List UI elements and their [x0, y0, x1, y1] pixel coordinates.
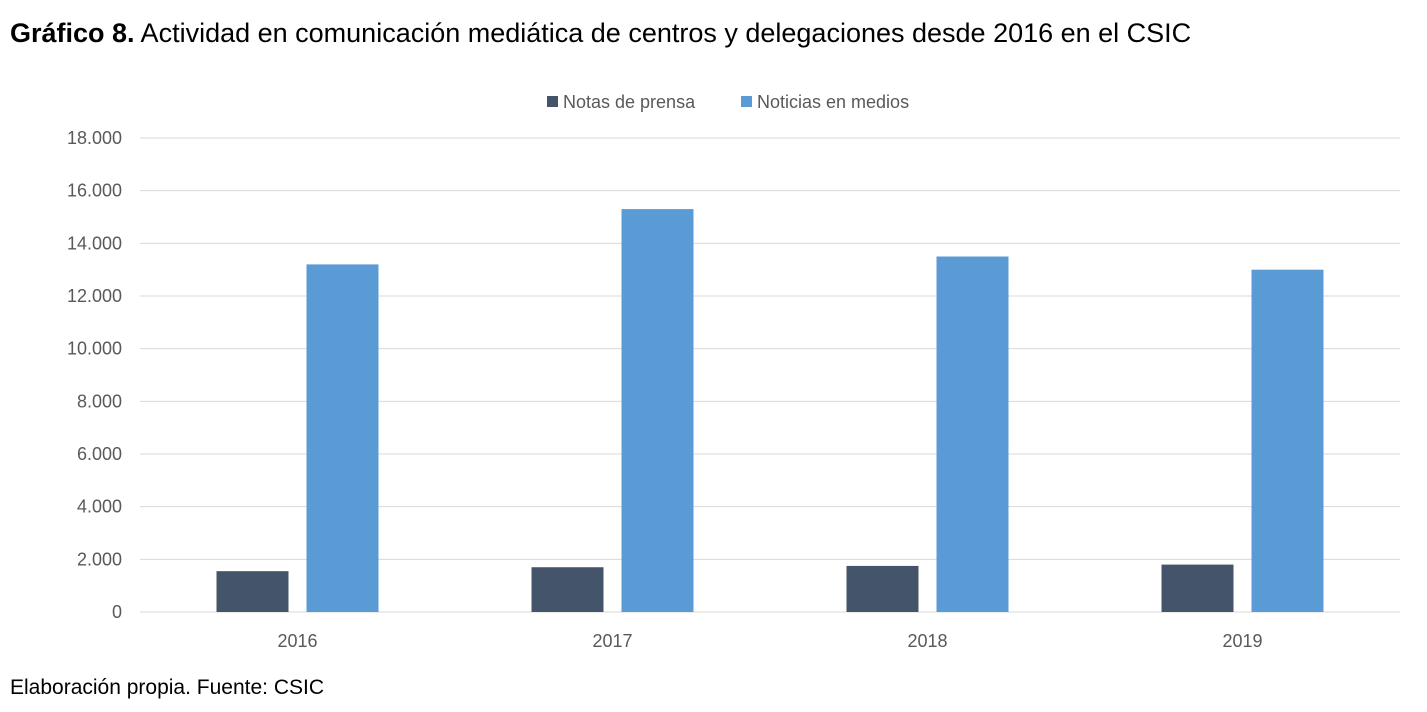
- y-tick-label: 16.000: [67, 181, 122, 201]
- bar-noticias-en-medios: [936, 256, 1009, 612]
- bar-notas-de-prensa: [846, 565, 919, 612]
- x-tick-label: 2017: [592, 631, 632, 651]
- x-tick-label: 2019: [1222, 631, 1262, 651]
- y-tick-label: 2.000: [77, 549, 122, 569]
- source-note: Elaboración propia. Fuente: CSIC: [10, 676, 325, 699]
- bar-notas-de-prensa: [216, 571, 289, 612]
- bar-noticias-en-medios: [621, 209, 694, 612]
- chart-title: Gráfico 8. Actividad en comunicación med…: [10, 18, 1191, 49]
- bar-notas-de-prensa: [1161, 564, 1234, 612]
- y-tick-label: 18.000: [67, 128, 122, 148]
- legend-noticias-en-medios-label: Noticias en medios: [757, 92, 909, 112]
- chart-title-text: Actividad en comunicación mediática de c…: [134, 18, 1192, 48]
- y-tick-label: 6.000: [77, 444, 122, 464]
- y-tick-label: 12.000: [67, 286, 122, 306]
- bar-noticias-en-medios: [306, 264, 379, 612]
- bar-notas-de-prensa: [531, 567, 604, 612]
- y-tick-label: 8.000: [77, 391, 122, 411]
- legend-notas-de-prensa-label: Notas de prensa: [563, 92, 696, 112]
- y-tick-label: 4.000: [77, 497, 122, 517]
- chart-title-bold: Gráfico 8.: [10, 18, 135, 48]
- y-tick-label: 10.000: [67, 339, 122, 359]
- legend-notas-de-prensa-swatch: [547, 96, 558, 107]
- y-tick-label: 0: [112, 602, 122, 622]
- y-tick-label: 14.000: [67, 233, 122, 253]
- x-tick-label: 2018: [907, 631, 947, 651]
- bar-noticias-en-medios: [1251, 269, 1324, 612]
- x-tick-label: 2016: [277, 631, 317, 651]
- legend-noticias-en-medios-swatch: [741, 96, 752, 107]
